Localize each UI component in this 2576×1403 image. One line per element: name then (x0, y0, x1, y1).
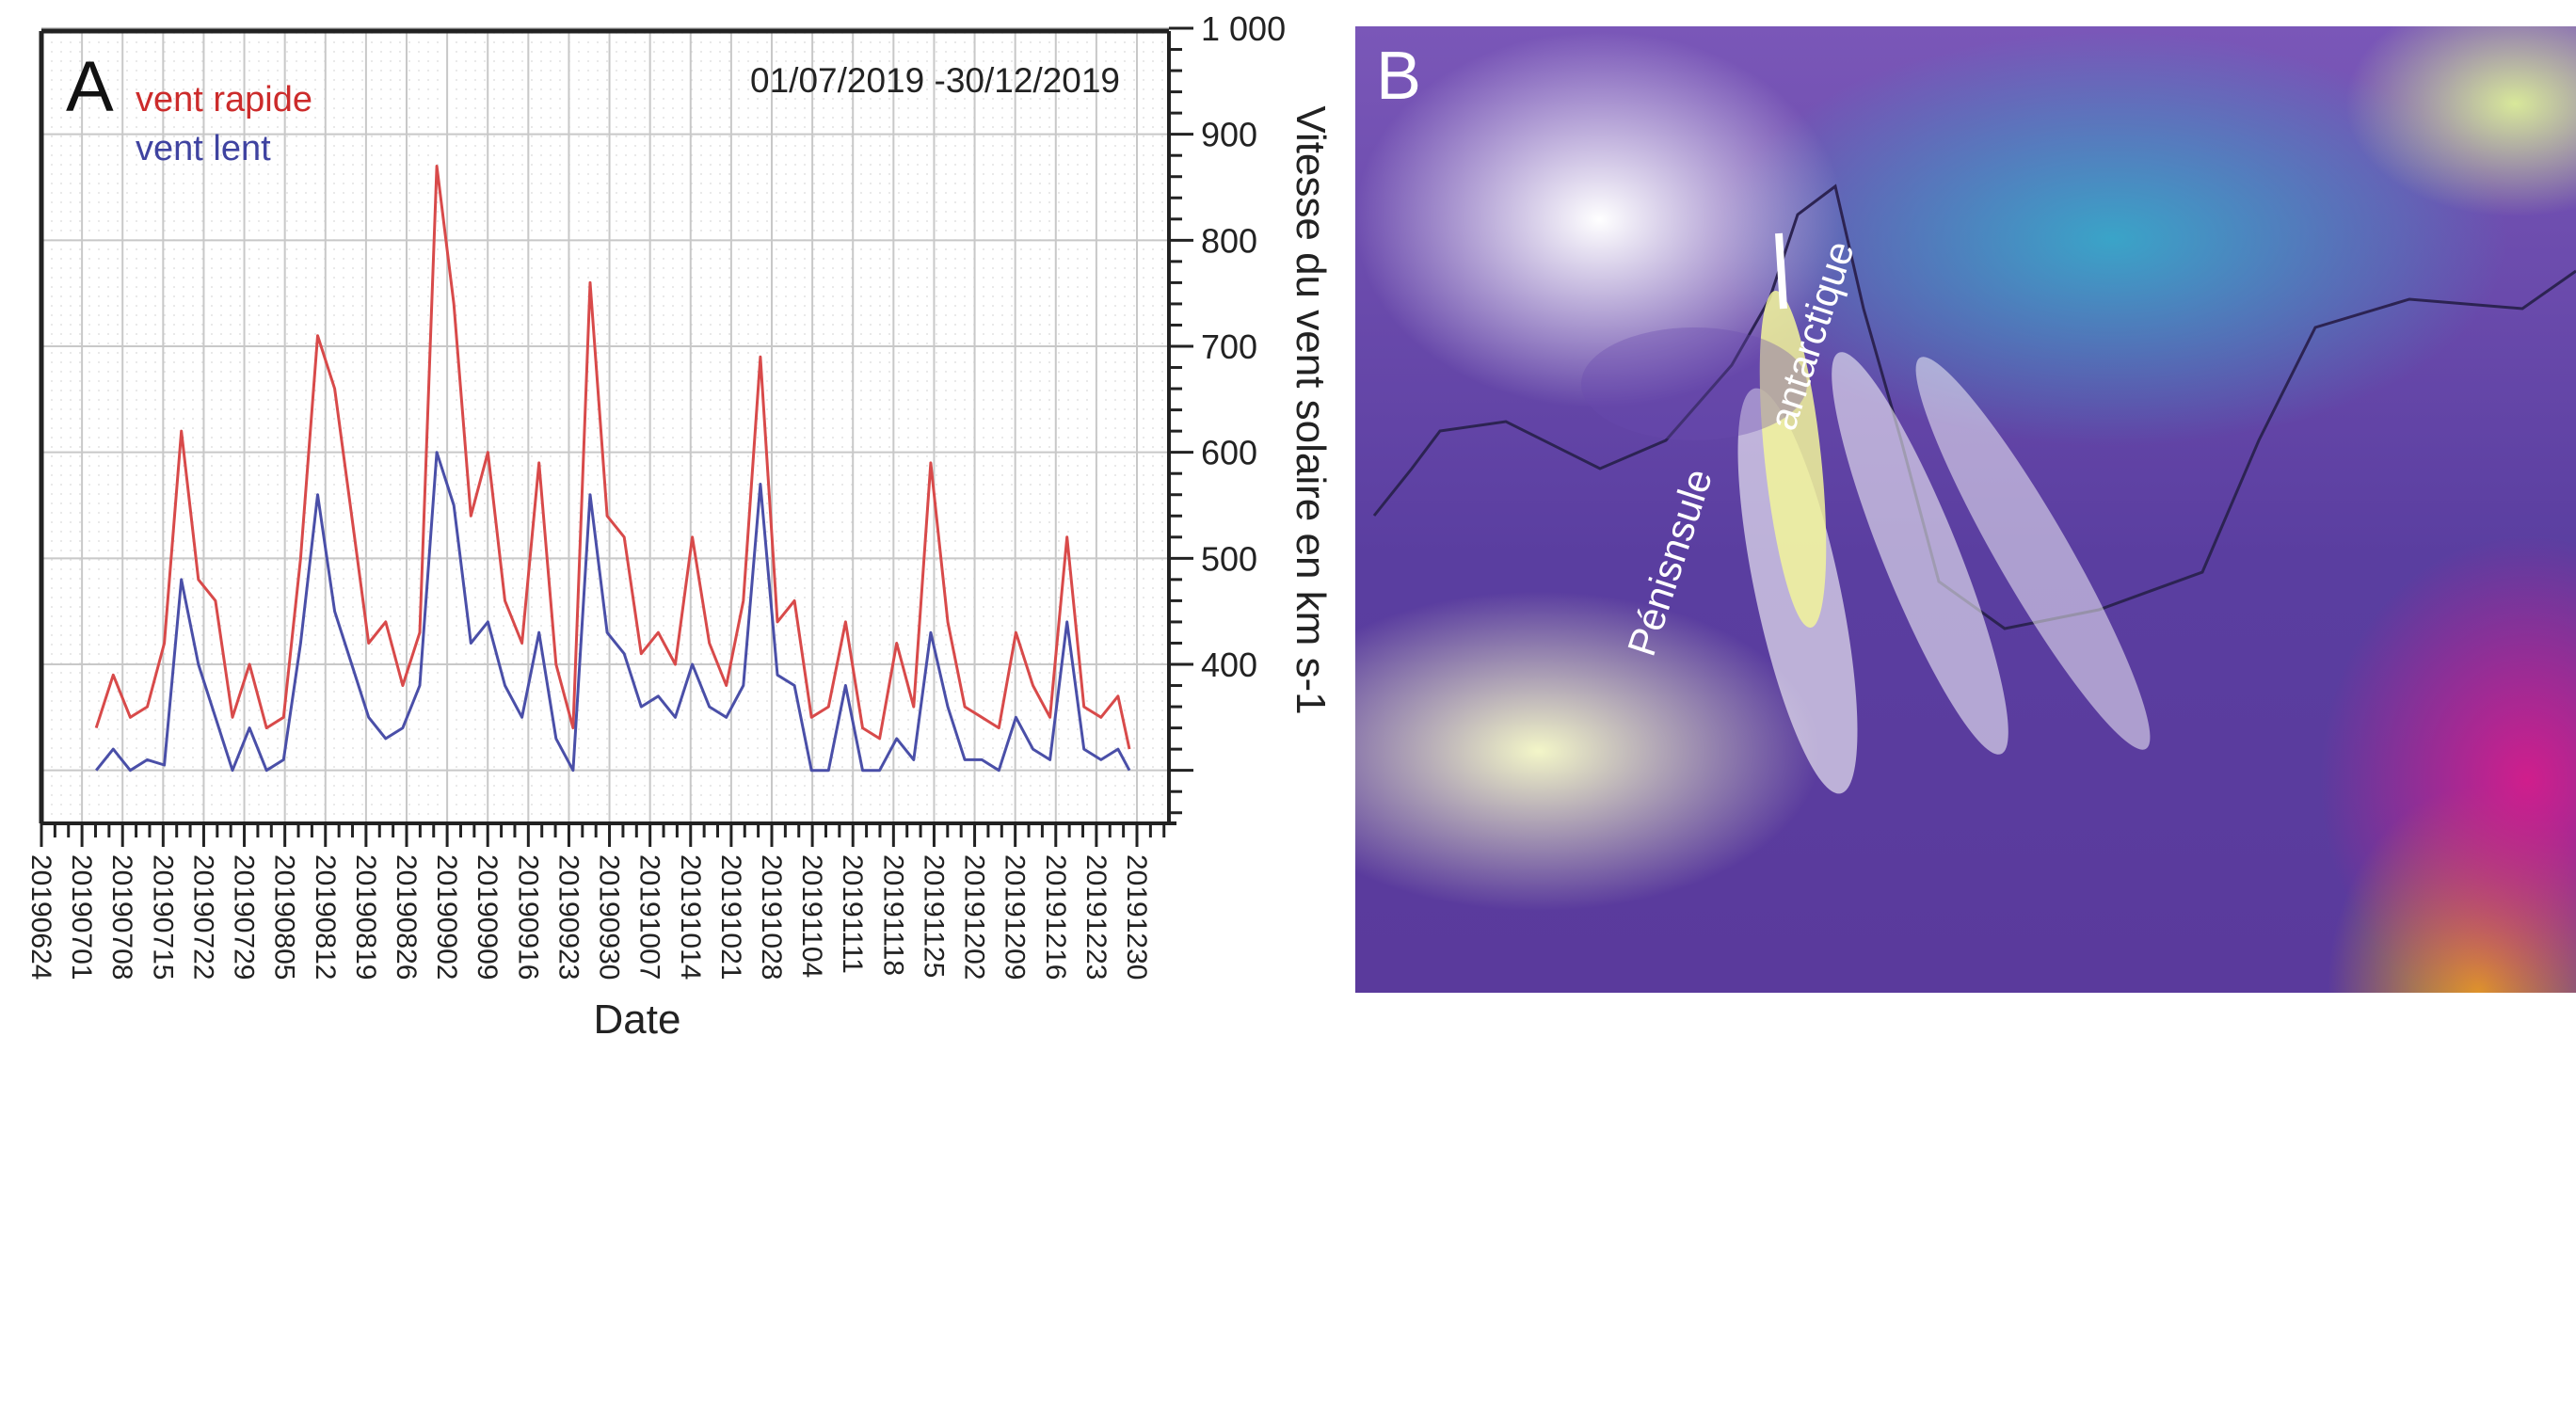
legend-vent-rapide: vent rapide (136, 80, 312, 120)
chart-title-date-range: 01/07/2019 -30/12/2019 (750, 61, 1120, 100)
x-tick-label: 20190909 (472, 854, 503, 980)
x-tick-label: 20190902 (431, 854, 462, 980)
y-tick-label: 700 (1201, 327, 1257, 366)
x-tick-label: 20191111 (837, 854, 868, 974)
y-tick-label: 800 (1201, 221, 1257, 260)
purple-shadow (1581, 327, 1807, 440)
legend-vent-lent: vent lent (136, 129, 271, 168)
x-tick-label: 20190826 (391, 854, 422, 980)
y-tick-label: 1 000 (1201, 9, 1286, 48)
y-tick-label: 600 (1201, 434, 1257, 472)
peninsula-line (1775, 232, 1787, 310)
series-line-vent-lent (95, 451, 1131, 773)
x-tick-label: 20191014 (675, 854, 706, 980)
x-tick-label: 20191104 (796, 854, 827, 978)
x-axis-ticks (40, 823, 1166, 847)
x-tick-label: 20191007 (634, 854, 665, 980)
x-axis-title: Date (594, 996, 681, 1043)
x-tick-label: 20191223 (1080, 854, 1112, 980)
y-axis-title: Vitesse du vent solaire en km s-1 (1288, 105, 1334, 714)
y-tick-label: 400 (1201, 646, 1257, 684)
chart-panel-a: 400 500 600 700 800 900 1 000 20190624 20190701… (25, 9, 1334, 1043)
x-tick-label: 20190916 (512, 854, 543, 980)
map-overlay (1372, 183, 2576, 794)
x-tick-label: 20190701 (66, 854, 97, 980)
yellow-streak (1759, 290, 1827, 629)
x-tick-label: 20191028 (756, 854, 787, 980)
x-tick-label: 20191209 (1000, 854, 1031, 980)
series-line-vent-rapide (94, 165, 1131, 750)
x-tick-label: 20190930 (594, 854, 625, 980)
x-tick-label: 20191118 (877, 854, 908, 976)
series-lines (94, 165, 1131, 773)
x-tick-label: 20190729 (229, 854, 260, 980)
x-tick-labels: 20190624 20190701 20190708 20190715 20190722… (25, 854, 1152, 980)
x-tick-label: 20191230 (1121, 854, 1152, 980)
x-tick-label: 20190722 (187, 854, 218, 980)
x-tick-label: 20191202 (959, 854, 990, 980)
x-tick-label: 20190812 (310, 854, 341, 980)
white-streak (1832, 352, 2008, 755)
panel-a-label: A (66, 47, 114, 127)
x-tick-label: 20190805 (269, 854, 300, 980)
x-tick-label: 20191125 (918, 854, 949, 978)
x-tick-label: 20190715 (147, 854, 178, 980)
panel-b-label: B (1376, 39, 1422, 114)
x-tick-label: 20190923 (552, 854, 584, 980)
map-panel-b: B Pénisnsule antarctique (1355, 26, 2576, 993)
y-tick-label: 500 (1201, 539, 1257, 578)
y-tick-labels: 400 500 600 700 800 900 1 000 (1201, 9, 1286, 684)
white-streak (1915, 357, 2151, 750)
x-tick-label: 20190624 (25, 854, 56, 980)
x-tick-label: 20190819 (350, 854, 381, 980)
x-tick-label: 20191216 (1040, 854, 1071, 980)
y-tick-label: 900 (1201, 116, 1257, 154)
x-tick-label: 20191021 (715, 854, 746, 980)
coastline (1372, 183, 2576, 630)
y-axis-ticks (1169, 26, 1193, 815)
x-tick-label: 20190708 (106, 854, 137, 980)
